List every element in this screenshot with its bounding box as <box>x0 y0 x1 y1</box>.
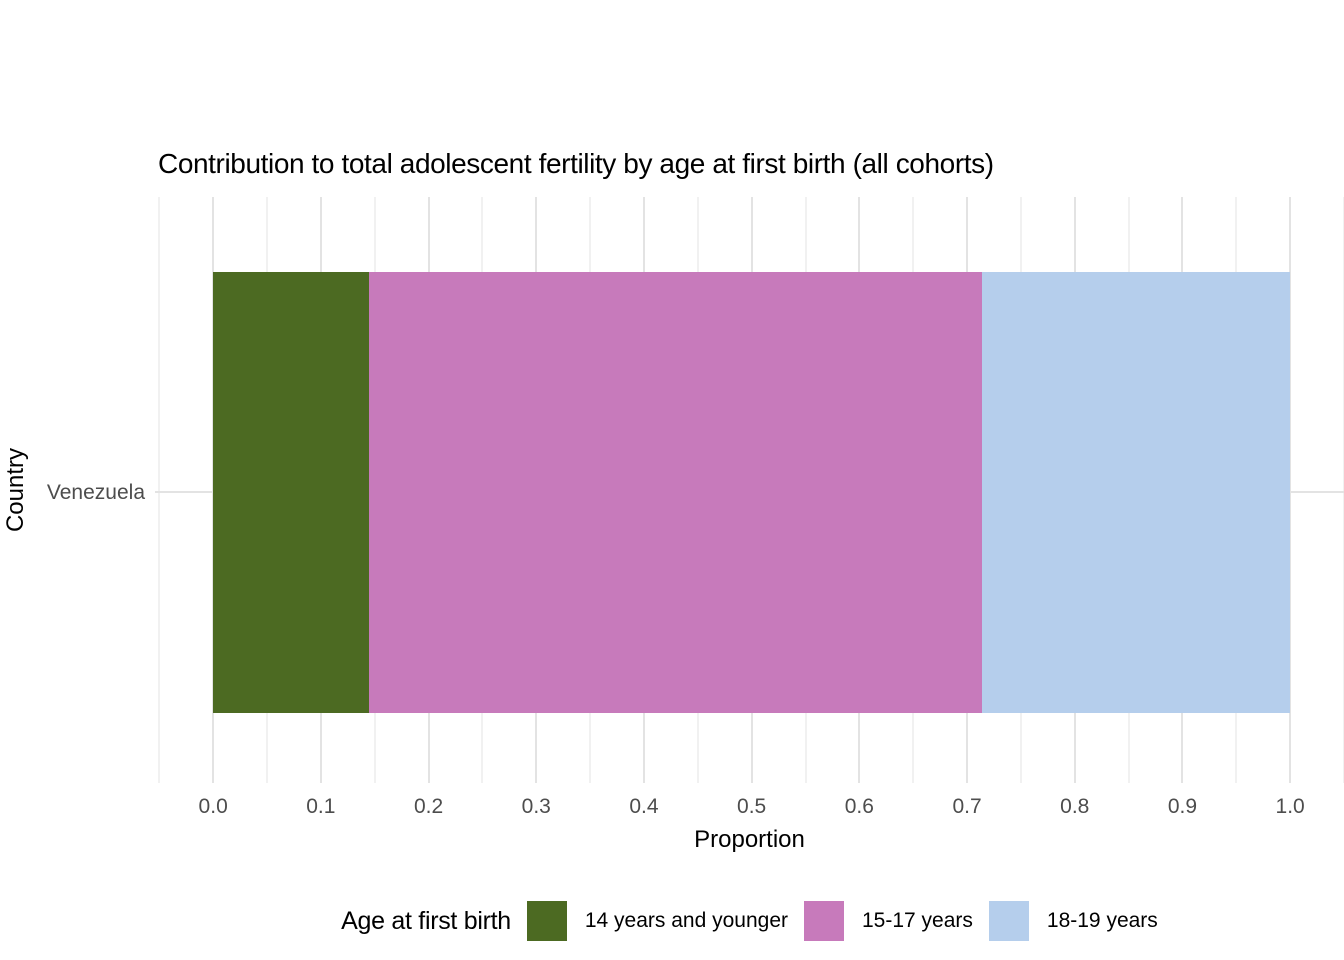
x-tick-label-0.6: 0.6 <box>844 795 874 818</box>
x-axis-title: Proportion <box>694 826 805 853</box>
x-tick-label-1.0: 1.0 <box>1275 795 1305 818</box>
gridline-minor-x <box>158 197 161 783</box>
bar-segment-14-years-and-younger <box>213 272 370 713</box>
legend-swatch-icon <box>526 901 567 941</box>
chart-title: Contribution to total adolescent fertili… <box>158 148 994 179</box>
bar-segment-15-17-years <box>369 272 983 713</box>
x-tick-label-0.7: 0.7 <box>952 795 982 818</box>
gridline-major-x <box>1289 197 1292 783</box>
legend-item-14-years-and-younger: 14 years and younger <box>526 901 788 941</box>
legend-title: Age at first birth <box>341 906 511 935</box>
x-tick-label-0.3: 0.3 <box>521 795 551 818</box>
x-tick-label-0.5: 0.5 <box>737 795 767 818</box>
legend-item-15-17-years: 15-17 years <box>804 901 973 941</box>
bar-segment-18-19-years <box>982 272 1291 713</box>
y-tick-label-venezuela: Venezuela <box>46 481 145 504</box>
legend-swatch-icon <box>988 901 1029 941</box>
legend-swatch-icon <box>804 901 844 941</box>
x-tick-label-0.1: 0.1 <box>306 795 336 818</box>
legend-label: 15-17 years <box>862 909 973 932</box>
x-tick-label-0.0: 0.0 <box>198 795 228 818</box>
legend-item-18-19-years: 18-19 years <box>988 901 1158 941</box>
x-tick-label-0.8: 0.8 <box>1060 795 1090 818</box>
plot-panel <box>155 197 1344 783</box>
legend: Age at first birth 14 years and younger 1… <box>155 897 1344 945</box>
x-tick-label-0.4: 0.4 <box>629 795 659 818</box>
legend-label: 18-19 years <box>1046 909 1158 932</box>
legend-label: 14 years and younger <box>584 909 788 932</box>
x-tick-label-0.2: 0.2 <box>413 795 444 818</box>
x-tick-label-0.9: 0.9 <box>1167 795 1198 818</box>
